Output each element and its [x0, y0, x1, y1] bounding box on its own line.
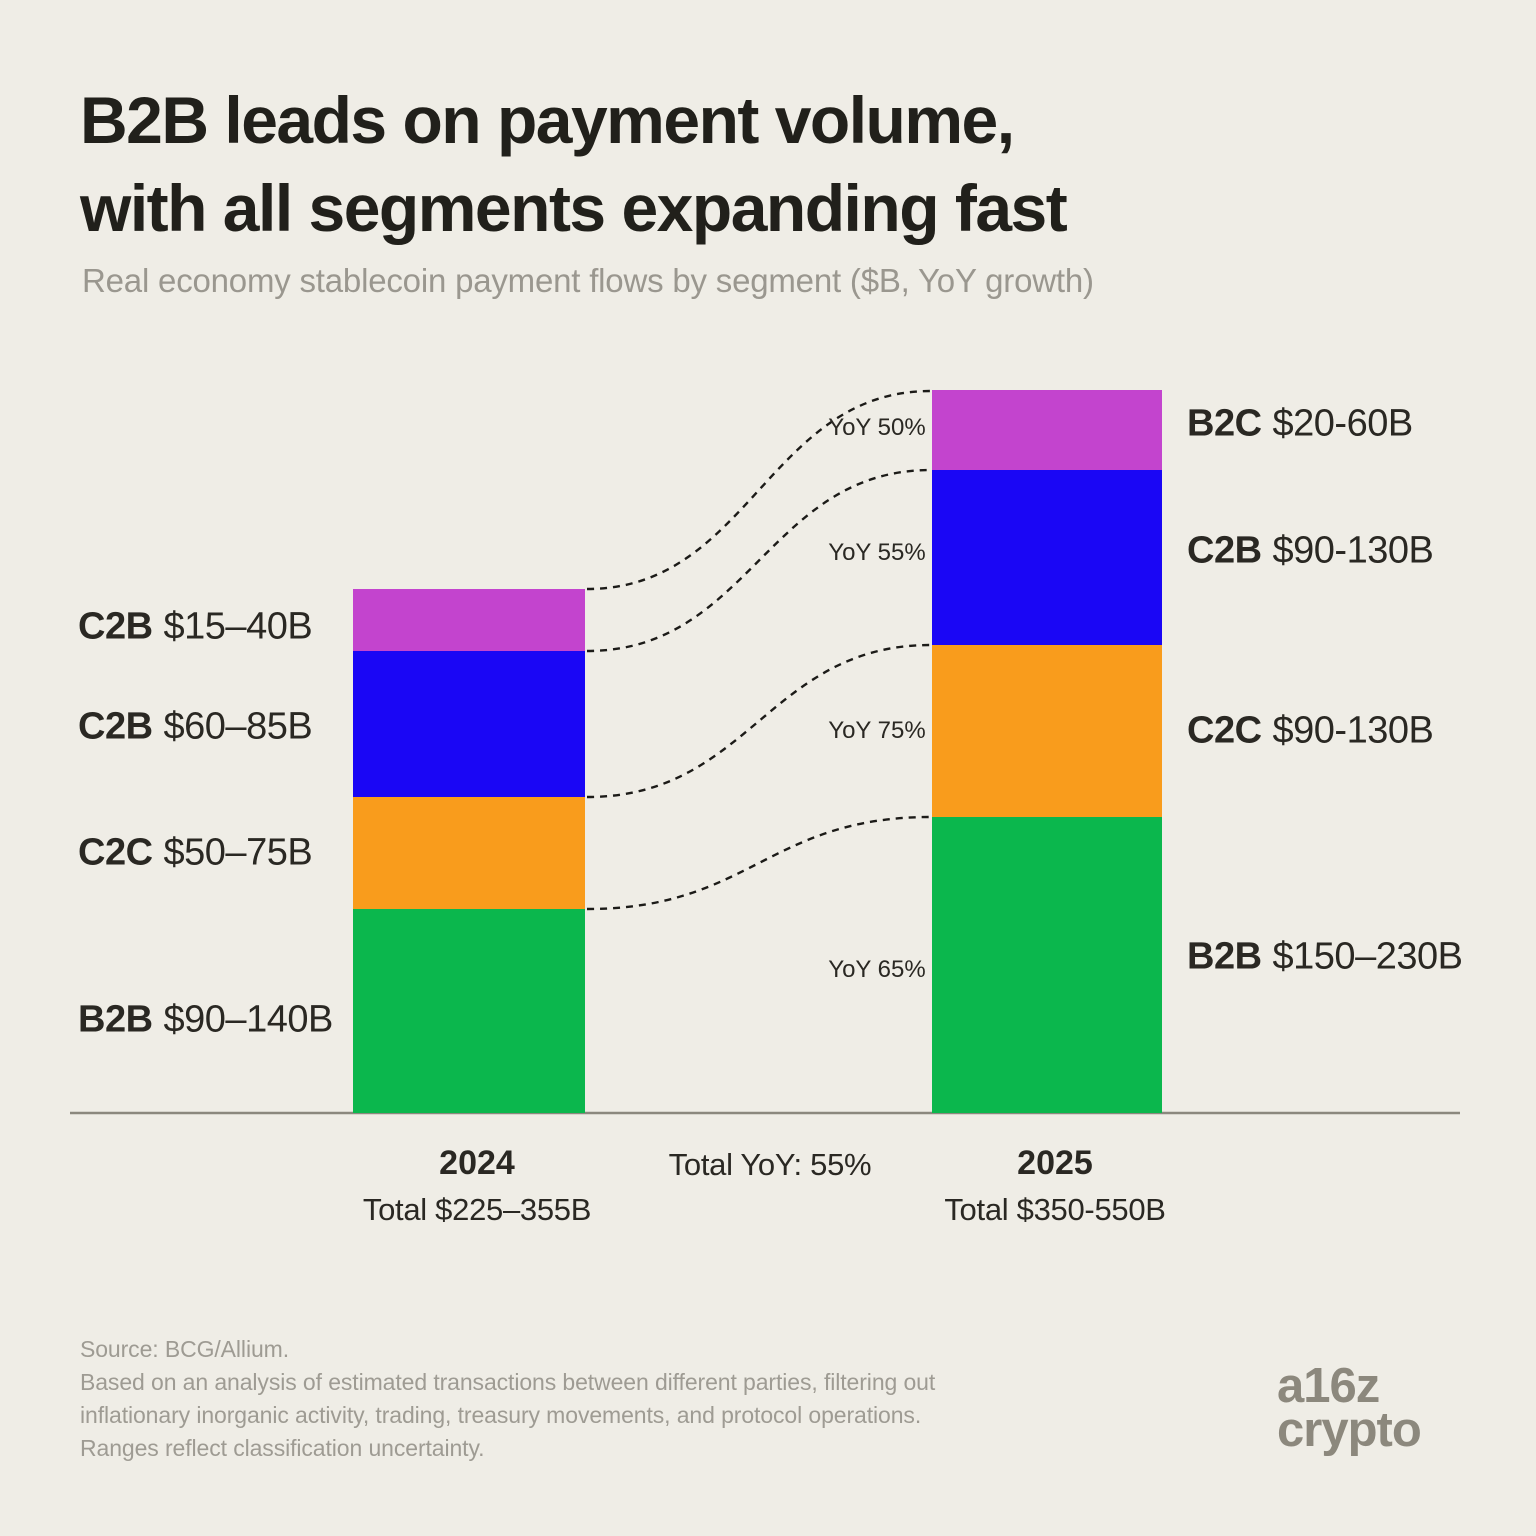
- title-line-2: with all segments expanding fast: [80, 171, 1068, 245]
- label-category: B2B: [1187, 935, 1262, 978]
- label-category: C2C: [78, 831, 153, 874]
- label-value: $90-130B: [1272, 709, 1434, 752]
- yoy-connector-b2b-65: [586, 815, 932, 911]
- a16z-crypto-logo: a16z crypto: [1277, 1359, 1422, 1457]
- label-value: $90–140B: [163, 998, 334, 1041]
- title-line-1: B2B leads on payment volume,: [80, 83, 1015, 157]
- bar-2024-segment-c2c: [353, 797, 585, 909]
- yoy-connector-c2c-75: [586, 643, 932, 799]
- bar-2024-segment-b2c: [353, 589, 585, 651]
- label-2024-b2b: B2B $90–140B: [78, 999, 333, 1042]
- label-value: $90-130B: [1272, 529, 1434, 572]
- total-2024: Total $225–355B: [362, 1192, 592, 1227]
- source-note: Source: BCG/Allium. Based on an analysis…: [80, 1333, 935, 1465]
- label-2025-b2c: B2C $20-60B: [1187, 403, 1413, 446]
- bar-2024-segment-b2b: [353, 909, 585, 1113]
- label-2025-b2b: B2B $150–230B: [1187, 935, 1463, 979]
- total-yoy: Total YoY: 55%: [668, 1147, 872, 1182]
- yoy-annotation-b2c: YoY 50%: [828, 414, 926, 441]
- label-2024-c2b: C2B $60–85B: [78, 705, 313, 749]
- bar-2025-segment-c2c: [932, 645, 1162, 817]
- logo-line-2: crypto: [1277, 1403, 1422, 1457]
- label-category: B2C: [1187, 402, 1262, 445]
- label-value: $150–230B: [1272, 935, 1463, 978]
- yoy-annotation-c2b: YoY 55%: [828, 539, 926, 566]
- label-category: C2B: [78, 605, 153, 648]
- chart-subtitle: Real economy stablecoin payment flows by…: [82, 262, 1094, 299]
- methodology-line-2: inflationary inorganic activity, trading…: [80, 1402, 922, 1428]
- label-2025-c2c: C2C $90-130B: [1187, 709, 1434, 753]
- label-value: $15–40B: [163, 605, 313, 648]
- bar-2025-segment-c2b: [932, 470, 1162, 645]
- total-2025: Total $350-550B: [944, 1192, 1166, 1227]
- methodology-line-1: Based on an analysis of estimated transa…: [80, 1369, 936, 1395]
- methodology-line-3: Ranges reflect classification uncertaint…: [80, 1435, 485, 1461]
- x-tick-2024: 2024: [439, 1144, 515, 1182]
- label-value: $20-60B: [1272, 402, 1414, 445]
- yoy-connector-c2b-55: [586, 468, 932, 653]
- label-category: C2C: [1187, 709, 1262, 752]
- x-tick-2025: 2025: [1017, 1144, 1093, 1182]
- bar-2025-segment-b2c: [932, 390, 1162, 470]
- label-value: $60–85B: [163, 705, 313, 748]
- bar-2025-segment-b2b: [932, 817, 1162, 1113]
- label-value: $50–75B: [163, 831, 313, 874]
- label-category: C2B: [1187, 529, 1262, 572]
- label-category: B2B: [78, 998, 153, 1041]
- logo-line-1: a16z: [1277, 1359, 1380, 1413]
- bar-2024-segment-c2b: [353, 651, 585, 797]
- label-2024-c2c: C2C $50–75B: [78, 831, 313, 875]
- page-title: B2B leads on payment volume, with all se…: [80, 76, 1480, 252]
- source-line: Source: BCG/Allium.: [80, 1336, 289, 1362]
- yoy-annotation-b2b: YoY 65%: [828, 956, 926, 983]
- label-2024-b2c: C2B $15–40B: [78, 605, 313, 649]
- yoy-annotation-c2c: YoY 75%: [828, 717, 926, 744]
- label-2025-c2b: C2B $90-130B: [1187, 529, 1434, 573]
- label-category: C2B: [78, 705, 153, 748]
